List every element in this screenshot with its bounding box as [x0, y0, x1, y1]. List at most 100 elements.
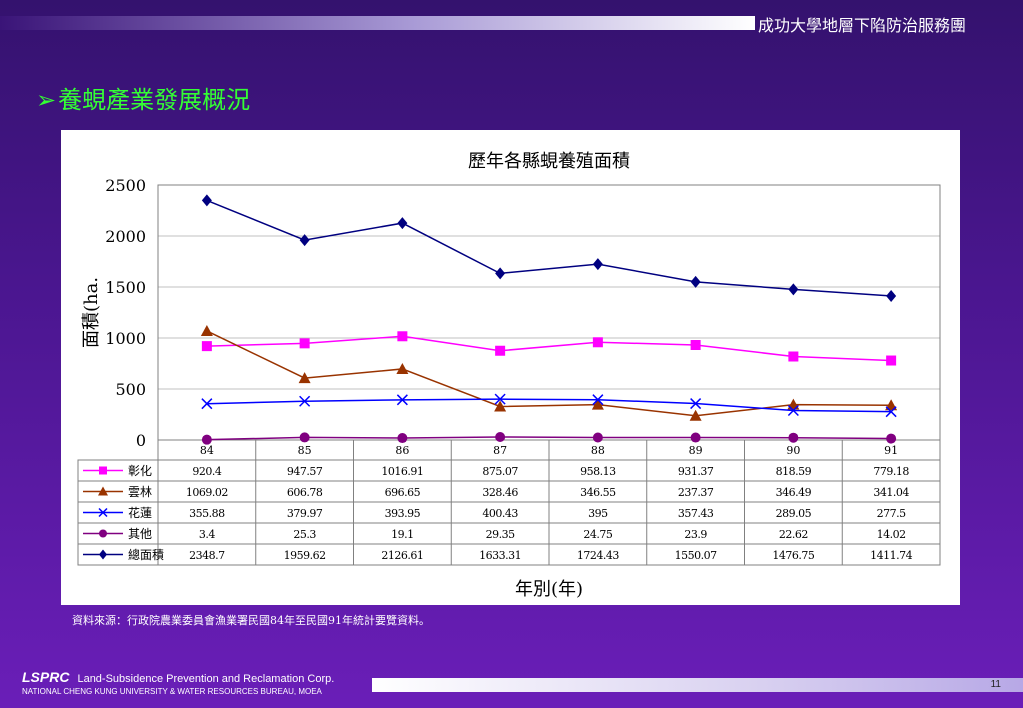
series-4-legend-marker [99, 549, 107, 560]
x-tick-label: 89 [689, 444, 703, 457]
series-2-data-label: 395 [588, 507, 608, 520]
series-0-line [206, 335, 892, 362]
series-0-data-label: 875.07 [482, 465, 518, 478]
series-2-data-label: 355.88 [189, 507, 225, 520]
x-tick-label: 85 [298, 444, 312, 457]
series-0-data-label: 947.57 [287, 465, 323, 478]
footer-brand: LSPRC [22, 669, 70, 685]
bullet-arrow-icon: ➢ [36, 86, 57, 114]
series-3-legend-marker [99, 529, 107, 538]
series-3-data-label: 25.3 [293, 528, 316, 541]
series-3-data-label: 19.1 [391, 528, 414, 541]
series-4-line [206, 199, 892, 297]
series-4-data-label: 1959.62 [284, 549, 326, 562]
source-note: 資料來源：行政院農業委員會漁業署民國84年至民國91年統計要覽資料。 [72, 614, 430, 627]
series-4-point [397, 217, 408, 230]
org-title: 成功大學地層下陷防治服務團 [758, 16, 967, 35]
series-3-point [788, 432, 799, 443]
series-4-data-label: 1633.31 [479, 549, 521, 562]
series-2-point [787, 404, 799, 417]
series-4-point [690, 275, 701, 288]
y-tick-label: 2000 [105, 227, 146, 246]
series-0-data-label: 779.18 [873, 465, 909, 478]
series-3-point [495, 432, 506, 443]
series-4-point [788, 283, 799, 296]
y-tick-label: 1000 [105, 329, 146, 348]
x-tick-label: 84 [200, 444, 214, 457]
y-axis-label: 面積(ha. [81, 277, 102, 348]
series-3-point [201, 434, 212, 445]
series-3-legend-label: 其他 [128, 527, 152, 541]
series-1-point [200, 324, 213, 336]
x-tick-label: 91 [884, 444, 898, 457]
footer-logo: LSPRC Land-Subsidence Prevention and Recl… [22, 669, 334, 687]
x-tick-label: 87 [493, 444, 507, 457]
series-1-point [396, 362, 409, 374]
series-1-legend-marker [98, 486, 108, 496]
y-tick-label: 2500 [105, 176, 146, 195]
series-4-point [886, 290, 897, 303]
series-2-point [299, 395, 311, 407]
series-2-data-label: 379.97 [287, 507, 323, 520]
header-bar [0, 16, 755, 30]
series-1-data-label: 328.46 [482, 486, 518, 499]
series-3-data-label: 3.4 [199, 528, 215, 541]
chart-panel: 歷年各縣蜆養殖面積 0 500 1000 1500 2000 2500 面積(ha. 84 85 8… [61, 130, 960, 605]
series-0-data-label: 1016.91 [381, 465, 423, 478]
series-0-point [397, 331, 408, 342]
series-2-point [690, 398, 702, 410]
series-3-line [206, 436, 892, 441]
series-3-point [299, 432, 310, 443]
series-0-data-label: 920.4 [192, 465, 221, 478]
series-2-point [592, 394, 604, 406]
footer-subtitle: NATIONAL CHENG KUNG UNIVERSITY & WATER R… [22, 687, 322, 696]
series-0-point [299, 338, 310, 349]
series-4-point [201, 194, 212, 207]
series-1-data-label: 346.49 [776, 486, 812, 499]
series-2-line [206, 398, 892, 413]
series-3-data-label: 23.9 [684, 528, 707, 541]
series-3-data-label: 22.62 [779, 528, 808, 541]
y-tick-label: 1500 [105, 278, 146, 297]
series-1-point [494, 400, 507, 412]
series-1-point [298, 372, 311, 384]
series-0-point [886, 355, 897, 366]
series-4-legend-label: 總面積 [128, 547, 164, 562]
y-tick-label: 500 [115, 380, 146, 399]
series-1-data-label: 237.37 [678, 486, 714, 499]
series-1-point [689, 409, 702, 421]
series-3-point [886, 433, 897, 444]
series-1-point [591, 398, 604, 410]
series-2-point [494, 393, 506, 405]
series-2-data-label: 393.95 [385, 507, 421, 520]
series-4-data-label: 1550.07 [675, 549, 717, 562]
series-3-data-label: 14.02 [877, 528, 906, 541]
y-tick-label: 0 [136, 431, 146, 450]
series-1-line [206, 330, 892, 417]
slide-heading: ➢養蜆產業發展概況 [36, 80, 250, 115]
table-body-frame [77, 459, 941, 566]
series-4-data-label: 2126.61 [381, 549, 423, 562]
slide-heading-text: 養蜆產業發展概況 [58, 86, 251, 114]
series-0-data-label: 818.59 [776, 465, 812, 478]
series-4-data-label: 2348.7 [189, 549, 225, 562]
series-2-data-label: 400.43 [482, 507, 518, 520]
series-2-point [885, 406, 897, 418]
series-3-point [397, 433, 408, 444]
series-3-data-label: 24.75 [583, 528, 612, 541]
series-2-legend-marker [98, 507, 108, 518]
series-3-point [690, 432, 701, 443]
series-0-data-label: 958.13 [580, 465, 616, 478]
series-0-legend-label: 彰化 [128, 463, 152, 478]
series-0-point [495, 345, 506, 356]
series-1-point [885, 399, 898, 411]
series-4-point [592, 258, 603, 271]
footer-bar [372, 678, 1023, 692]
series-2-point [396, 394, 408, 406]
series-4-point [299, 234, 310, 247]
series-1-legend-label: 雲林 [128, 485, 152, 499]
series-3-point [592, 432, 603, 443]
series-2-data-label: 289.05 [776, 507, 812, 520]
chart-title: 歷年各縣蜆養殖面積 [468, 150, 630, 172]
series-0-point [201, 341, 212, 352]
